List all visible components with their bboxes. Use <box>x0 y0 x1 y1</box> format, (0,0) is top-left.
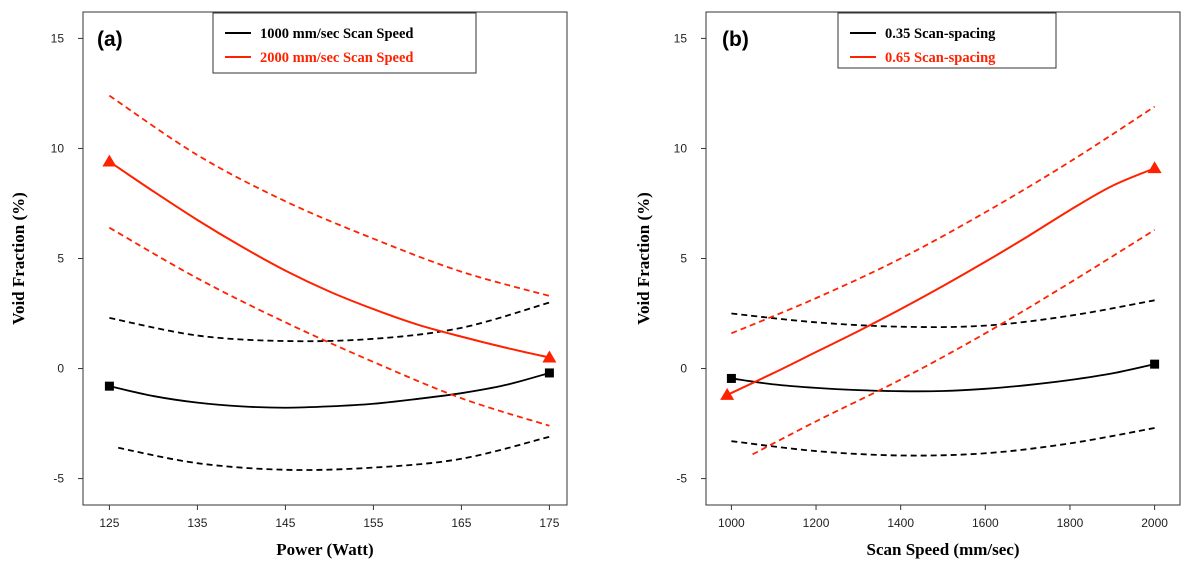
data-point-marker <box>1150 359 1160 369</box>
legend-entry: 1000 mm/sec Scan Speed <box>260 26 413 42</box>
y-tick-label: 5 <box>680 252 687 266</box>
legend-box <box>212 12 477 74</box>
legend-entry: 0.65 Scan-spacing <box>885 50 996 66</box>
plot-frame <box>705 11 1181 506</box>
panel-label: (a) <box>97 28 123 51</box>
chart-panel-a: -5 0 5 10 15 125 135 145 155 165 175 Power (Watt) Vo… <box>9 11 568 559</box>
x-tick-label: 165 <box>451 516 471 530</box>
x-tick-label: 2000 <box>1141 516 1168 530</box>
series-black <box>726 299 1160 457</box>
series-red <box>102 94 557 427</box>
y-axis-title: Void Fraction (%) <box>9 192 28 325</box>
x-axis-title: Scan Speed (mm/sec) <box>867 540 1020 559</box>
x-tick-label: 1800 <box>1057 516 1084 530</box>
data-point-marker <box>1147 161 1162 174</box>
legend-box <box>837 12 1057 69</box>
y-axis-title: Void Fraction (%) <box>634 192 653 325</box>
y-tick-label: 15 <box>51 31 65 45</box>
confidence-band-upper <box>731 299 1155 329</box>
x-tick-label: 1000 <box>718 516 745 530</box>
y-tick-label: -5 <box>53 472 64 486</box>
series-line <box>726 167 1155 396</box>
x-tick-label: 125 <box>99 516 119 530</box>
series-line <box>109 372 550 409</box>
series-line <box>731 363 1155 393</box>
confidence-band-lower <box>752 229 1156 456</box>
confidence-band-upper <box>731 105 1156 335</box>
confidence-band-upper <box>109 301 550 343</box>
x-tick-label: 175 <box>539 516 559 530</box>
data-point-marker <box>720 387 735 400</box>
legend: 0.35 Scan-spacing 0.65 Scan-spacing <box>837 12 1057 69</box>
legend-entry: 2000 mm/sec Scan Speed <box>260 50 413 66</box>
series-red <box>720 105 1162 456</box>
confidence-band-lower <box>118 435 550 471</box>
y-tick-label: 10 <box>674 141 688 155</box>
y-tick-label: 15 <box>674 31 688 45</box>
legend: 1000 mm/sec Scan Speed 2000 mm/sec Scan S… <box>212 12 477 74</box>
y-tick-label: 0 <box>680 362 687 376</box>
x-tick-label: 1200 <box>803 516 830 530</box>
confidence-band-upper <box>108 94 550 297</box>
data-point-marker <box>102 154 117 167</box>
data-point-marker <box>544 368 554 378</box>
data-point-marker <box>104 381 114 391</box>
series-black <box>104 301 554 471</box>
y-tick-label: 5 <box>57 252 64 266</box>
x-tick-label: 145 <box>275 516 295 530</box>
chart-panel-b: -5 0 5 10 15 1000 1200 1400 1600 1800 2000 Scan Spe… <box>634 11 1181 559</box>
y-tick-label: -5 <box>676 472 687 486</box>
y-tick-label: 0 <box>57 362 64 376</box>
y-tick-label: 10 <box>51 141 65 155</box>
series-line <box>108 160 550 359</box>
data-point-marker <box>542 350 557 363</box>
x-tick-label: 1400 <box>887 516 914 530</box>
x-tick-label: 155 <box>363 516 383 530</box>
data-point-marker <box>726 373 736 383</box>
confidence-band-lower <box>108 226 550 427</box>
x-tick-label: 1600 <box>972 516 999 530</box>
legend-entry: 0.35 Scan-spacing <box>885 26 996 42</box>
panel-label: (b) <box>722 28 749 51</box>
x-axis-title: Power (Watt) <box>276 540 373 559</box>
plot-frame <box>82 11 568 506</box>
confidence-band-lower <box>731 427 1155 457</box>
x-tick-label: 135 <box>187 516 207 530</box>
